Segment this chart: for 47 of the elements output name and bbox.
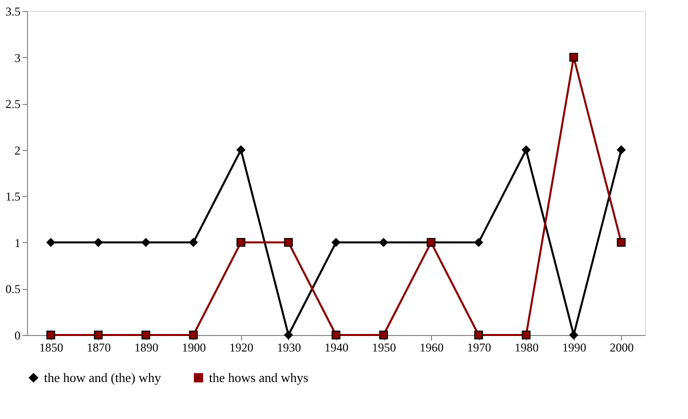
x-tick-label: 1850 bbox=[39, 340, 64, 354]
x-tick-label: 1920 bbox=[229, 340, 254, 354]
y-tick-label: 0.5 bbox=[6, 282, 20, 296]
x-tick-label: 2000 bbox=[610, 340, 634, 354]
x-tick-label: 1900 bbox=[182, 340, 206, 354]
point bbox=[141, 330, 150, 340]
point bbox=[522, 145, 531, 154]
y-tick-label: 1.5 bbox=[6, 190, 20, 204]
x-tick-label: 1960 bbox=[420, 340, 444, 354]
x-tick-label: 1940 bbox=[324, 340, 348, 354]
point bbox=[141, 238, 150, 247]
point bbox=[474, 330, 483, 340]
x-tick-label: 1980 bbox=[514, 340, 539, 354]
x-tick-label: 1870 bbox=[86, 340, 111, 354]
x-tick-label: 1890 bbox=[134, 340, 158, 354]
y-tick-label: 2 bbox=[14, 143, 20, 158]
point bbox=[569, 330, 578, 340]
point bbox=[284, 330, 293, 340]
point bbox=[474, 238, 483, 247]
y-tick-label: 1 bbox=[14, 236, 20, 250]
point bbox=[94, 330, 103, 340]
point bbox=[189, 238, 198, 247]
point bbox=[379, 238, 388, 247]
point bbox=[236, 145, 246, 154]
point bbox=[379, 330, 388, 340]
legend-label: the hows and whys bbox=[209, 370, 308, 385]
point bbox=[522, 330, 531, 340]
point bbox=[332, 330, 340, 340]
y-tick-label: 0 bbox=[14, 328, 20, 342]
y-tick-label: 3.5 bbox=[6, 4, 20, 18]
point bbox=[284, 238, 293, 247]
x-tick-label: 1950 bbox=[372, 340, 396, 354]
point bbox=[236, 238, 246, 247]
point bbox=[332, 238, 340, 247]
point bbox=[189, 330, 198, 340]
point bbox=[569, 52, 578, 62]
point bbox=[46, 238, 56, 247]
legend-label: the how and (the) why bbox=[44, 370, 162, 385]
y-tick-label: 2.5 bbox=[6, 97, 20, 112]
x-tick-label: 1970 bbox=[467, 340, 492, 354]
x-tick-label: 1930 bbox=[276, 340, 301, 354]
point bbox=[46, 330, 56, 340]
point bbox=[94, 238, 103, 247]
point bbox=[616, 238, 626, 247]
x-tick-label: 1990 bbox=[562, 340, 586, 354]
y-tick-label: 3 bbox=[14, 50, 20, 65]
point bbox=[616, 145, 626, 154]
